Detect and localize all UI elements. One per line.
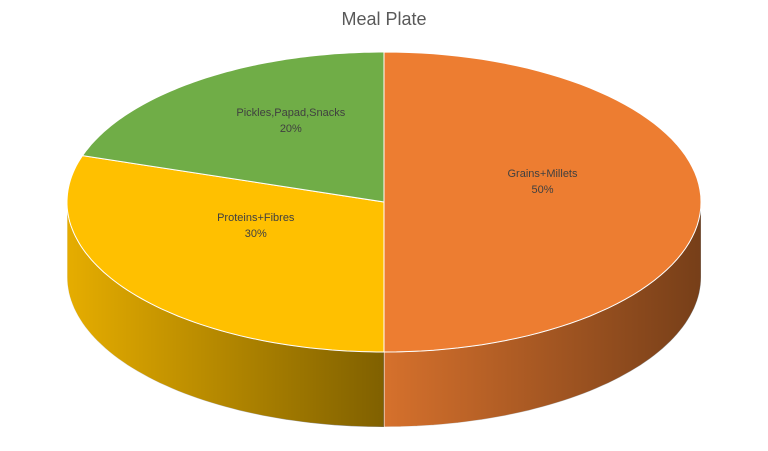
data-label-value: 20%: [280, 123, 302, 135]
pie-side-shade: [67, 202, 384, 427]
pie-slice: [81, 51, 385, 203]
data-label-category: Pickles,Papad,Snacks: [236, 107, 345, 119]
data-label-value: 30%: [245, 228, 267, 240]
data-label-value: 50%: [531, 184, 553, 196]
data-label-category: Proteins+Fibres: [217, 212, 295, 224]
pie-slice: [66, 155, 385, 353]
chart-title: Meal Plate: [341, 9, 426, 29]
data-label-category: Grains+Millets: [508, 168, 578, 180]
pie-side-shade: [384, 202, 701, 427]
pie-slice: [383, 51, 702, 353]
